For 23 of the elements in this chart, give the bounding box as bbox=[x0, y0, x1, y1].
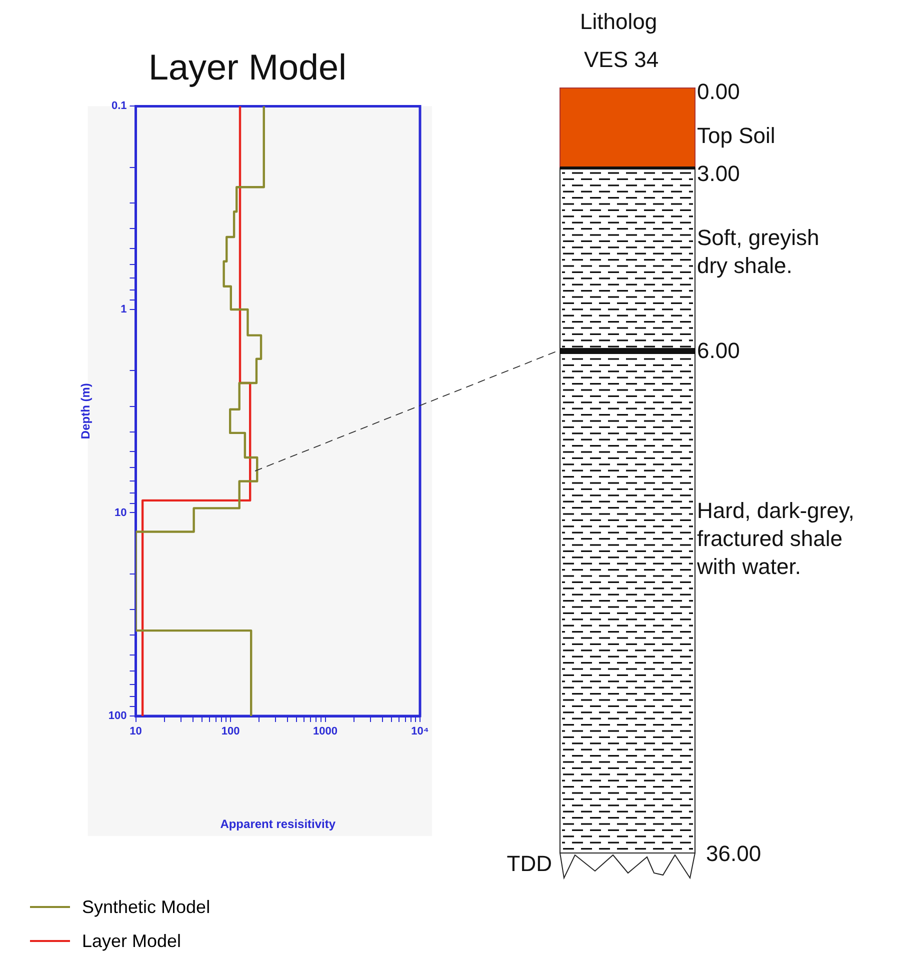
text: 36.00 bbox=[706, 840, 762, 868]
text: 6.00 bbox=[697, 337, 740, 365]
text: Litholog bbox=[580, 8, 658, 36]
chart-title: Layer Model bbox=[148, 46, 347, 88]
text: 3.00 bbox=[697, 160, 740, 188]
y-tick-label: 10 bbox=[114, 506, 127, 519]
y-tick-label: 100 bbox=[108, 710, 127, 722]
text: Top Soil bbox=[697, 122, 776, 150]
y-tick-label: 1 bbox=[120, 304, 127, 316]
legend-label: Layer Model bbox=[82, 930, 182, 952]
y-tick-label: 0.1 bbox=[111, 100, 127, 112]
text: Hard, dark-grey, fractured shale with water. bbox=[697, 497, 856, 581]
x-tick-label: 10 bbox=[130, 726, 142, 738]
y-axis-title: Depth (m) bbox=[78, 383, 93, 440]
x-tick-label: 1000 bbox=[313, 726, 338, 738]
x-tick-label: 100 bbox=[221, 726, 240, 738]
legend-label: Synthetic Model bbox=[82, 896, 210, 918]
x-axis-title: Apparent resisitivity bbox=[220, 817, 336, 832]
text: 0.00 bbox=[697, 78, 740, 106]
text: TDD bbox=[506, 850, 552, 878]
text: VES 34 bbox=[584, 46, 659, 74]
text: Soft, greyish dry shale. bbox=[697, 224, 820, 280]
x-tick-label: 10⁴ bbox=[411, 726, 429, 738]
